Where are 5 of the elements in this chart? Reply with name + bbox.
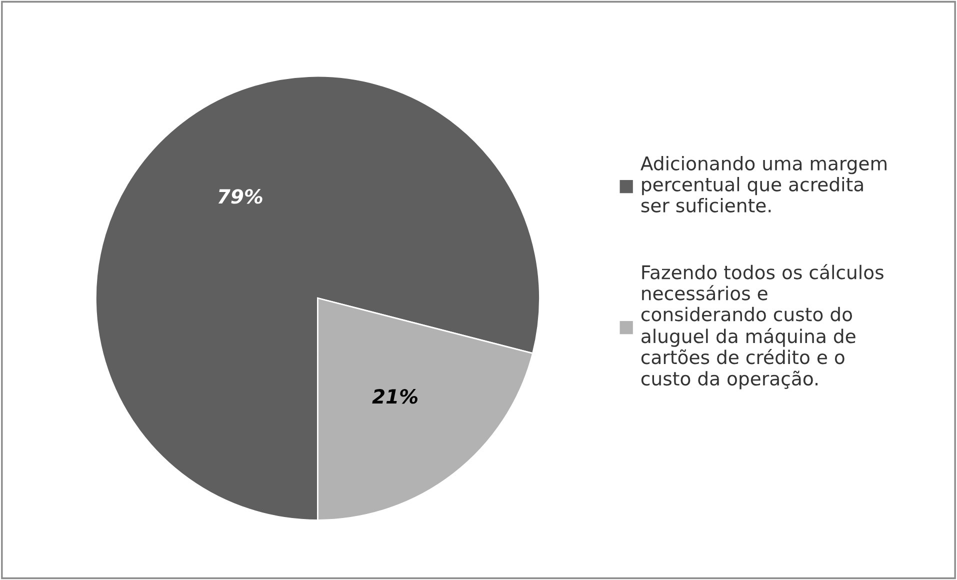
legend-label: Fazendo todos os cálculos necessários e considerando custo do aluguel da máquina de cartões de crédito e o custo da operação. bbox=[641, 264, 884, 390]
legend-label: Adicionando uma margem percentual que acredita ser suficiente. bbox=[640, 156, 886, 212]
pie-slice bbox=[95, 75, 540, 521]
data-label: 79% bbox=[218, 189, 262, 204]
data-label: 21% bbox=[372, 389, 418, 404]
